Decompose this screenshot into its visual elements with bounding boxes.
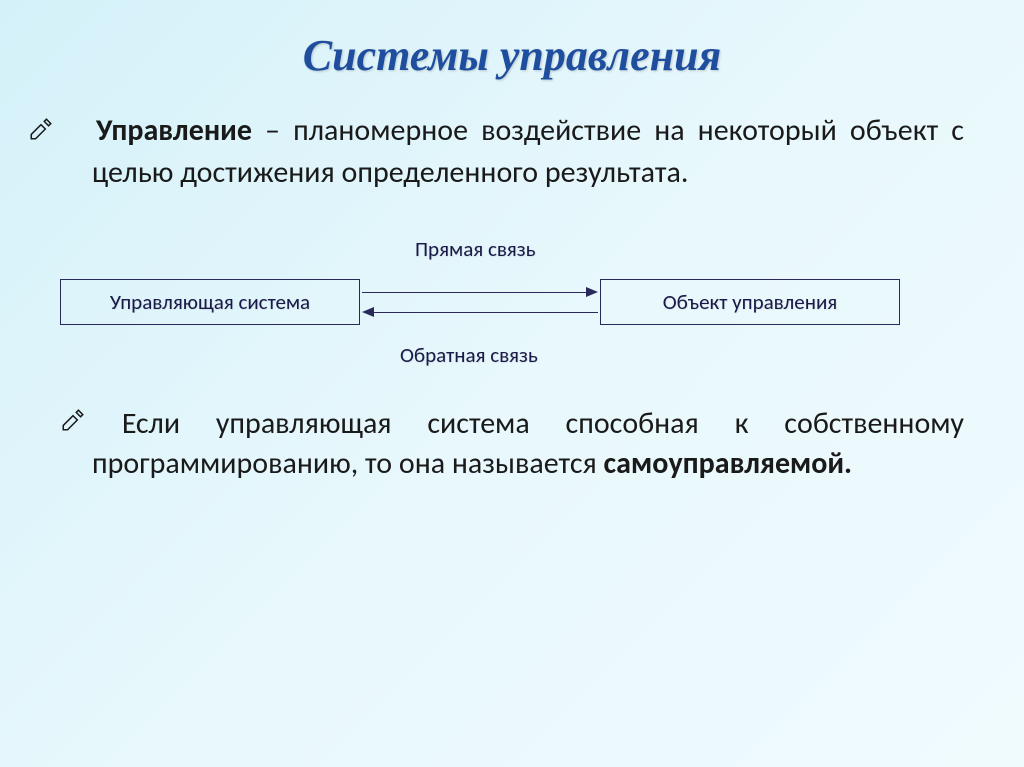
pen-icon [60, 113, 88, 154]
paragraph-2: Если управляющая система способная к соб… [0, 394, 1024, 495]
paragraph-1: Управление – планомерное воздействие на … [0, 81, 1024, 204]
pen-icon [60, 405, 122, 442]
node-control-system: Управляющая система [60, 279, 360, 325]
node-control-object: Объект управления [600, 279, 900, 325]
label-feedback-link: Обратная связь [400, 342, 538, 368]
slide-title: Системы управления [0, 0, 1024, 81]
arrow-forward-head [586, 287, 598, 297]
label-forward-link: Прямая связь [415, 236, 535, 262]
arrow-backward-line [374, 312, 598, 314]
arrow-backward-head [362, 307, 374, 317]
control-diagram: Прямая связь Управляющая система Объект … [0, 214, 1024, 394]
para2-bold: самоуправляемой. [604, 445, 853, 482]
arrow-forward-line [362, 292, 588, 294]
term-management: Управление [96, 112, 252, 149]
